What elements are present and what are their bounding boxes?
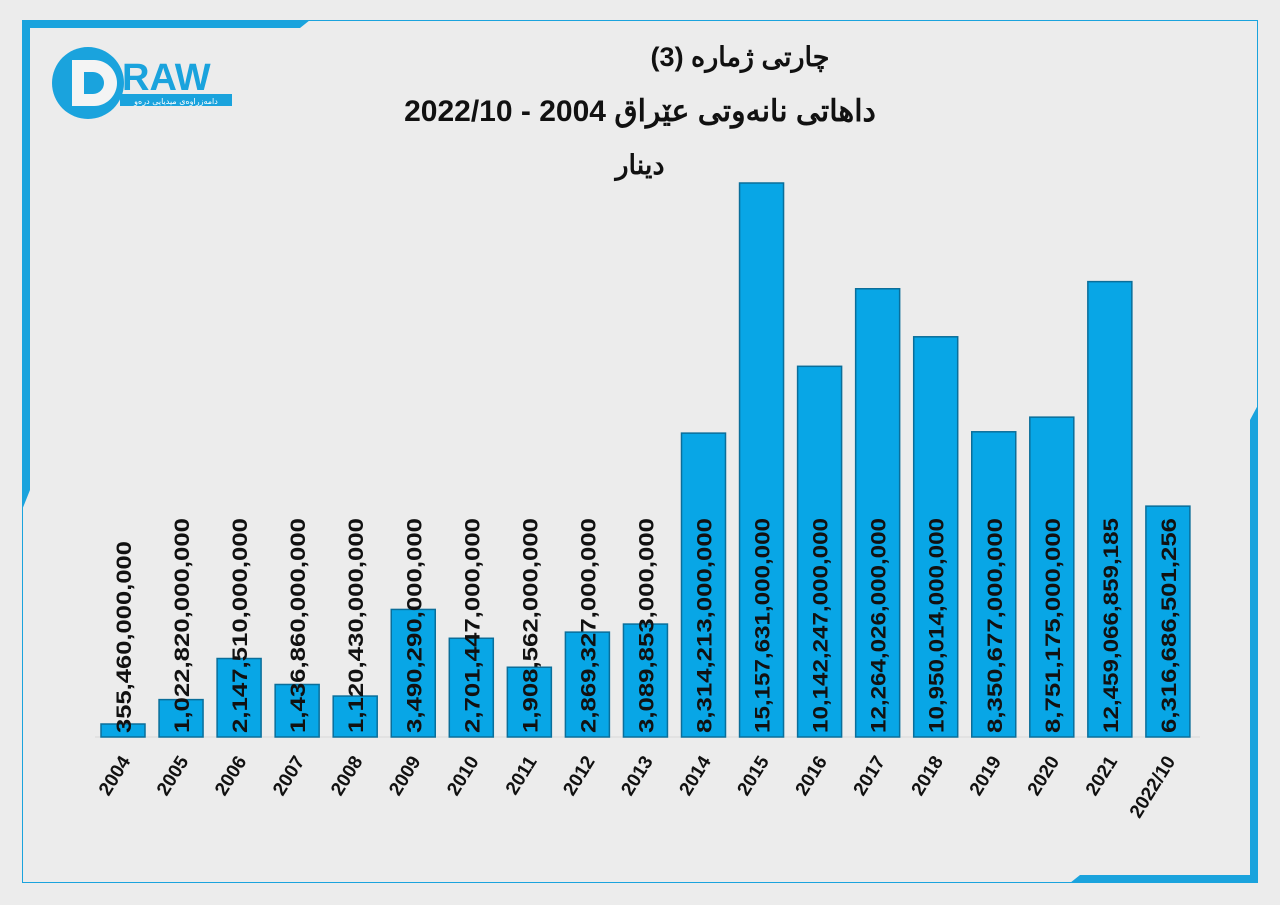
logo-mark: RAW دامەزراوەی میدیایی درەو [52,47,232,119]
x-tick-label: 2006 [211,753,251,800]
value-label: 2,701,447,000,000 [461,518,484,733]
value-label: 3,089,853,000,000 [635,518,658,733]
bar-2010 [448,637,495,738]
bar-2014 [680,432,727,738]
bar-2020 [1029,416,1075,738]
x-tick-label: 2012 [559,753,599,800]
bar-2007 [274,683,320,738]
value-label: 1,022,820,000,000 [171,518,194,733]
bar-2004 [100,723,146,738]
value-label: 10,142,247,000,000 [810,518,833,733]
chart-title: چارتی ژمارە (3) [650,42,830,72]
bar-2018 [912,336,959,738]
x-tick-label: 2015 [734,752,774,799]
bar-2005 [158,698,204,738]
x-tick-label: 2013 [617,753,657,800]
value-label: 1,436,860,000,000 [287,518,310,733]
value-label: 8,350,677,000,000 [984,518,1007,733]
x-tick-label: 2011 [502,752,542,798]
x-tick-label: 2010 [443,753,483,800]
x-tick-label: 2008 [327,753,367,800]
value-label: 3,490,290,000,000 [403,518,426,733]
bar-2011 [506,666,553,738]
x-tick-label: 2020 [1024,753,1064,800]
chart-unit: دینار [615,150,665,180]
x-tick-label: 2018 [908,753,948,800]
x-tick-label: 2016 [792,753,832,800]
value-label: 10,950,014,000,000 [926,518,949,733]
value-label: 2,147,510,000,000 [229,518,252,733]
bar-2015 [738,182,785,738]
bar-2009 [390,608,436,738]
x-tick-label: 2004 [95,752,135,799]
svg-text:RAW: RAW [122,57,211,99]
chart-subtitle: داهاتی نانەوتی عێراق 2004 - 2022/10 [404,95,876,128]
x-tick-label: 2014 [676,752,716,799]
x-tick-label: 2022/10 [1126,753,1180,822]
x-tick-label: 2017 [850,753,890,800]
x-tick-label: 2007 [269,753,309,800]
bar-2016 [796,365,843,738]
bar-2008 [332,695,378,738]
svg-text:دامەزراوەی میدیایی درەو: دامەزراوەی میدیایی درەو [133,97,218,106]
value-label: 2,869,327,000,000 [577,518,600,733]
value-label: 8,751,175,000,000 [1042,518,1065,733]
bar-2022/10 [1145,505,1191,738]
value-label: 12,459,066,859,185 [1100,518,1123,733]
value-label: 12,264,026,000,000 [868,518,891,733]
x-tick-label: 2009 [385,753,425,800]
value-label: 355,460,000,000 [113,541,136,733]
bar-2017 [854,288,901,738]
x-tick-label: 2021 [1082,752,1122,799]
x-tick-label: 2019 [966,753,1006,800]
value-label: 1,908,562,000,000 [519,518,542,733]
value-label: 8,314,213,000,000 [694,518,717,733]
x-tick-label: 2005 [153,752,193,799]
bar-2013 [622,623,669,738]
bar-2019 [971,431,1017,738]
value-label: 15,157,631,000,000 [752,518,775,733]
value-label: 6,316,686,501,256 [1158,518,1181,733]
bar-2006 [216,657,262,738]
draw-logo: RAW دامەزراوەی میدیایی درەو [52,46,242,122]
value-label: 1,120,430,000,000 [345,518,368,733]
bar-2021 [1087,280,1133,738]
bar-2012 [564,631,611,738]
